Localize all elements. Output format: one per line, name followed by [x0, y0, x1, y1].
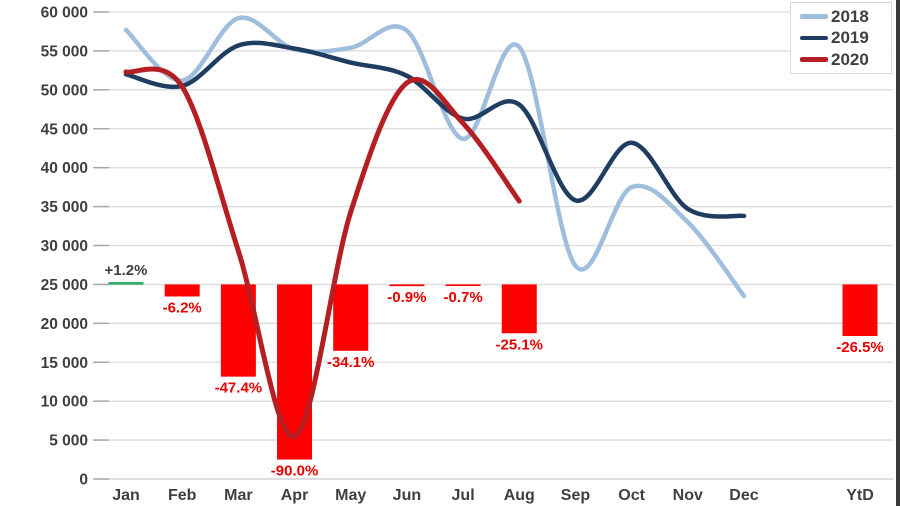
bar-label-may: -34.1% [327, 354, 375, 371]
y-axis-label: 20 000 [41, 316, 88, 333]
legend-label-2019: 2019 [831, 28, 869, 48]
legend-swatch-2020 [800, 56, 828, 62]
y-axis-label: 35 000 [41, 199, 88, 216]
y-axis-label: 25 000 [41, 277, 88, 294]
bar-may [333, 284, 369, 351]
chart-legend: 2018 2019 2020 [790, 2, 892, 74]
x-axis-label: Jan [112, 487, 140, 504]
y-axis-label: 40 000 [41, 160, 88, 177]
legend-item-2018: 2018 [800, 8, 891, 25]
line-2018 [123, 15, 747, 299]
bar-label-jul: -0.7% [443, 289, 482, 306]
y-axis-label: 15 000 [41, 355, 88, 372]
y-axis-label: 45 000 [41, 121, 88, 138]
x-axis-label: Jul [452, 487, 475, 504]
legend-item-2019: 2019 [800, 29, 891, 46]
legend-swatch-2019 [800, 35, 828, 41]
bar-ytd [842, 284, 878, 336]
bar-label-jun: -0.9% [387, 289, 426, 306]
bar-jan [108, 282, 144, 285]
x-axis-label: Nov [673, 487, 703, 504]
bar-label-mar: -47.4% [215, 380, 263, 397]
y-axis-label: 55 000 [41, 43, 88, 60]
bar-jun [389, 284, 425, 287]
legend-swatch-2018 [800, 14, 828, 19]
x-axis-label: Mar [224, 487, 252, 504]
x-axis-label: Jun [393, 487, 421, 504]
bar-label-feb: -6.2% [163, 299, 202, 316]
y-axis-label: 0 [79, 472, 88, 489]
x-axis-label: Feb [168, 487, 197, 504]
x-axis-label: YtD [846, 487, 874, 504]
legend-item-2020: 2020 [800, 51, 891, 68]
bar-label-ytd: -26.5% [836, 339, 884, 356]
y-axis-label: 5 000 [49, 433, 88, 450]
x-axis-label: Sep [561, 487, 591, 504]
y-axis-label: 10 000 [41, 394, 88, 411]
legend-label-2018: 2018 [831, 7, 869, 27]
bar-aug [501, 284, 537, 334]
x-axis-label: Aug [504, 487, 535, 504]
y-axis-label: 30 000 [41, 238, 88, 255]
legend-label-2020: 2020 [831, 49, 869, 69]
x-axis-label: May [335, 487, 366, 504]
line-2020 [123, 66, 522, 439]
x-axis-label: Oct [618, 487, 645, 504]
bar-label-aug: -25.1% [495, 336, 543, 353]
bar-feb [164, 284, 200, 297]
bar-label-apr: -90.0% [271, 463, 319, 480]
bar-apr [277, 284, 313, 460]
bar-jul [445, 284, 481, 287]
screen-edge-line [896, 0, 900, 506]
x-axis-label: Dec [729, 487, 758, 504]
x-axis-label: Apr [281, 487, 309, 504]
bar-label-jan: +1.2% [105, 262, 148, 279]
y-axis-label: 60 000 [41, 5, 88, 22]
y-axis-label: 50 000 [41, 82, 88, 99]
